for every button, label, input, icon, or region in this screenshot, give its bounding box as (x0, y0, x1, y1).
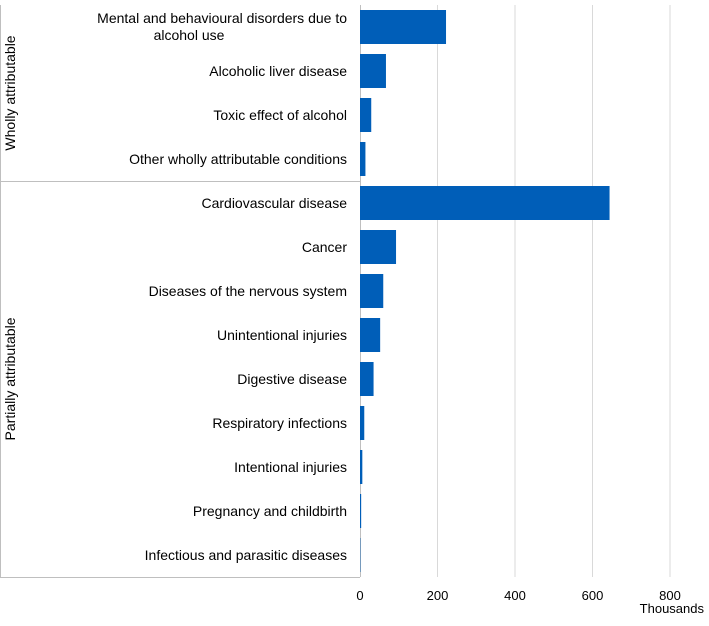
category-label: Alcoholic liver disease (209, 63, 347, 79)
x-tick-label: 600 (582, 588, 604, 603)
bar (360, 54, 386, 88)
category-label: Other wholly attributable conditions (129, 151, 347, 167)
bars (360, 10, 610, 572)
category-label: Respiratory infections (212, 415, 347, 431)
bar (360, 142, 365, 176)
bar (360, 98, 371, 132)
x-axis-title: Thousands (640, 601, 705, 616)
category-label: Diseases of the nervous system (149, 283, 347, 299)
group-labels: Wholly attributable Partially attributabl… (2, 35, 18, 440)
bar (360, 450, 362, 484)
category-label: Unintentional injuries (217, 327, 347, 343)
x-tick-label: 200 (427, 588, 449, 603)
category-label: Cardiovascular disease (201, 195, 347, 211)
group-label: Wholly attributable (2, 35, 18, 150)
bar (360, 406, 364, 440)
bar (360, 10, 446, 44)
category-label: Intentional injuries (234, 459, 347, 475)
bar (360, 230, 396, 264)
bar (360, 318, 380, 352)
category-label: Toxic effect of alcohol (213, 107, 347, 123)
x-tick-label: 0 (356, 588, 363, 603)
category-label: Digestive disease (237, 371, 347, 387)
category-label: Infectious and parasitic diseases (145, 547, 347, 563)
gridlines (438, 5, 671, 577)
group-label: Partially attributable (2, 317, 18, 440)
bar (360, 494, 361, 528)
category-label: Cancer (302, 239, 347, 255)
category-label: Pregnancy and childbirth (193, 503, 347, 519)
bar (360, 186, 610, 220)
bar (360, 274, 383, 308)
x-tick-label: 400 (504, 588, 526, 603)
bar (360, 362, 374, 396)
